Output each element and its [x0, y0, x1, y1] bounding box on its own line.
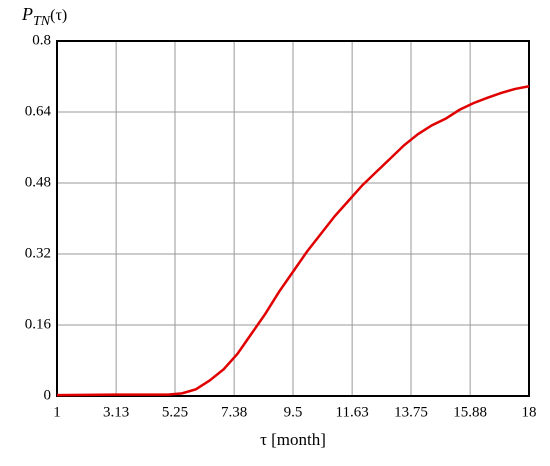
x-tick-label: 3.13 [103, 404, 129, 420]
y-tick-label: 0.8 [32, 32, 51, 48]
x-axis-label: τ [month] [260, 430, 326, 449]
x-tick-label: 18 [522, 404, 537, 420]
plot-frame [56, 40, 530, 397]
x-tick-label: 11.63 [336, 404, 369, 420]
y-tick-label: 0.64 [25, 103, 52, 119]
y-label-sub: TN [33, 14, 51, 29]
x-tick-label: 5.25 [162, 404, 188, 420]
x-tick-label: 15.88 [453, 404, 487, 420]
y-axis-label: PTN(τ) [21, 4, 67, 29]
y-tick-label: 0.48 [25, 174, 51, 190]
line [56, 85, 530, 397]
x-tick-label: 9.5 [284, 404, 303, 420]
y-tick-label: 0.32 [25, 245, 51, 261]
y-label-arg: (τ) [50, 7, 67, 24]
x-tick-label: 13.75 [394, 404, 428, 420]
x-tick-label: 7.38 [221, 404, 247, 420]
y-tick-label: 0 [44, 387, 52, 403]
y-label-main: P [21, 4, 33, 24]
y-tick-label: 0.16 [25, 316, 52, 332]
x-tick-label: 1 [53, 404, 61, 420]
